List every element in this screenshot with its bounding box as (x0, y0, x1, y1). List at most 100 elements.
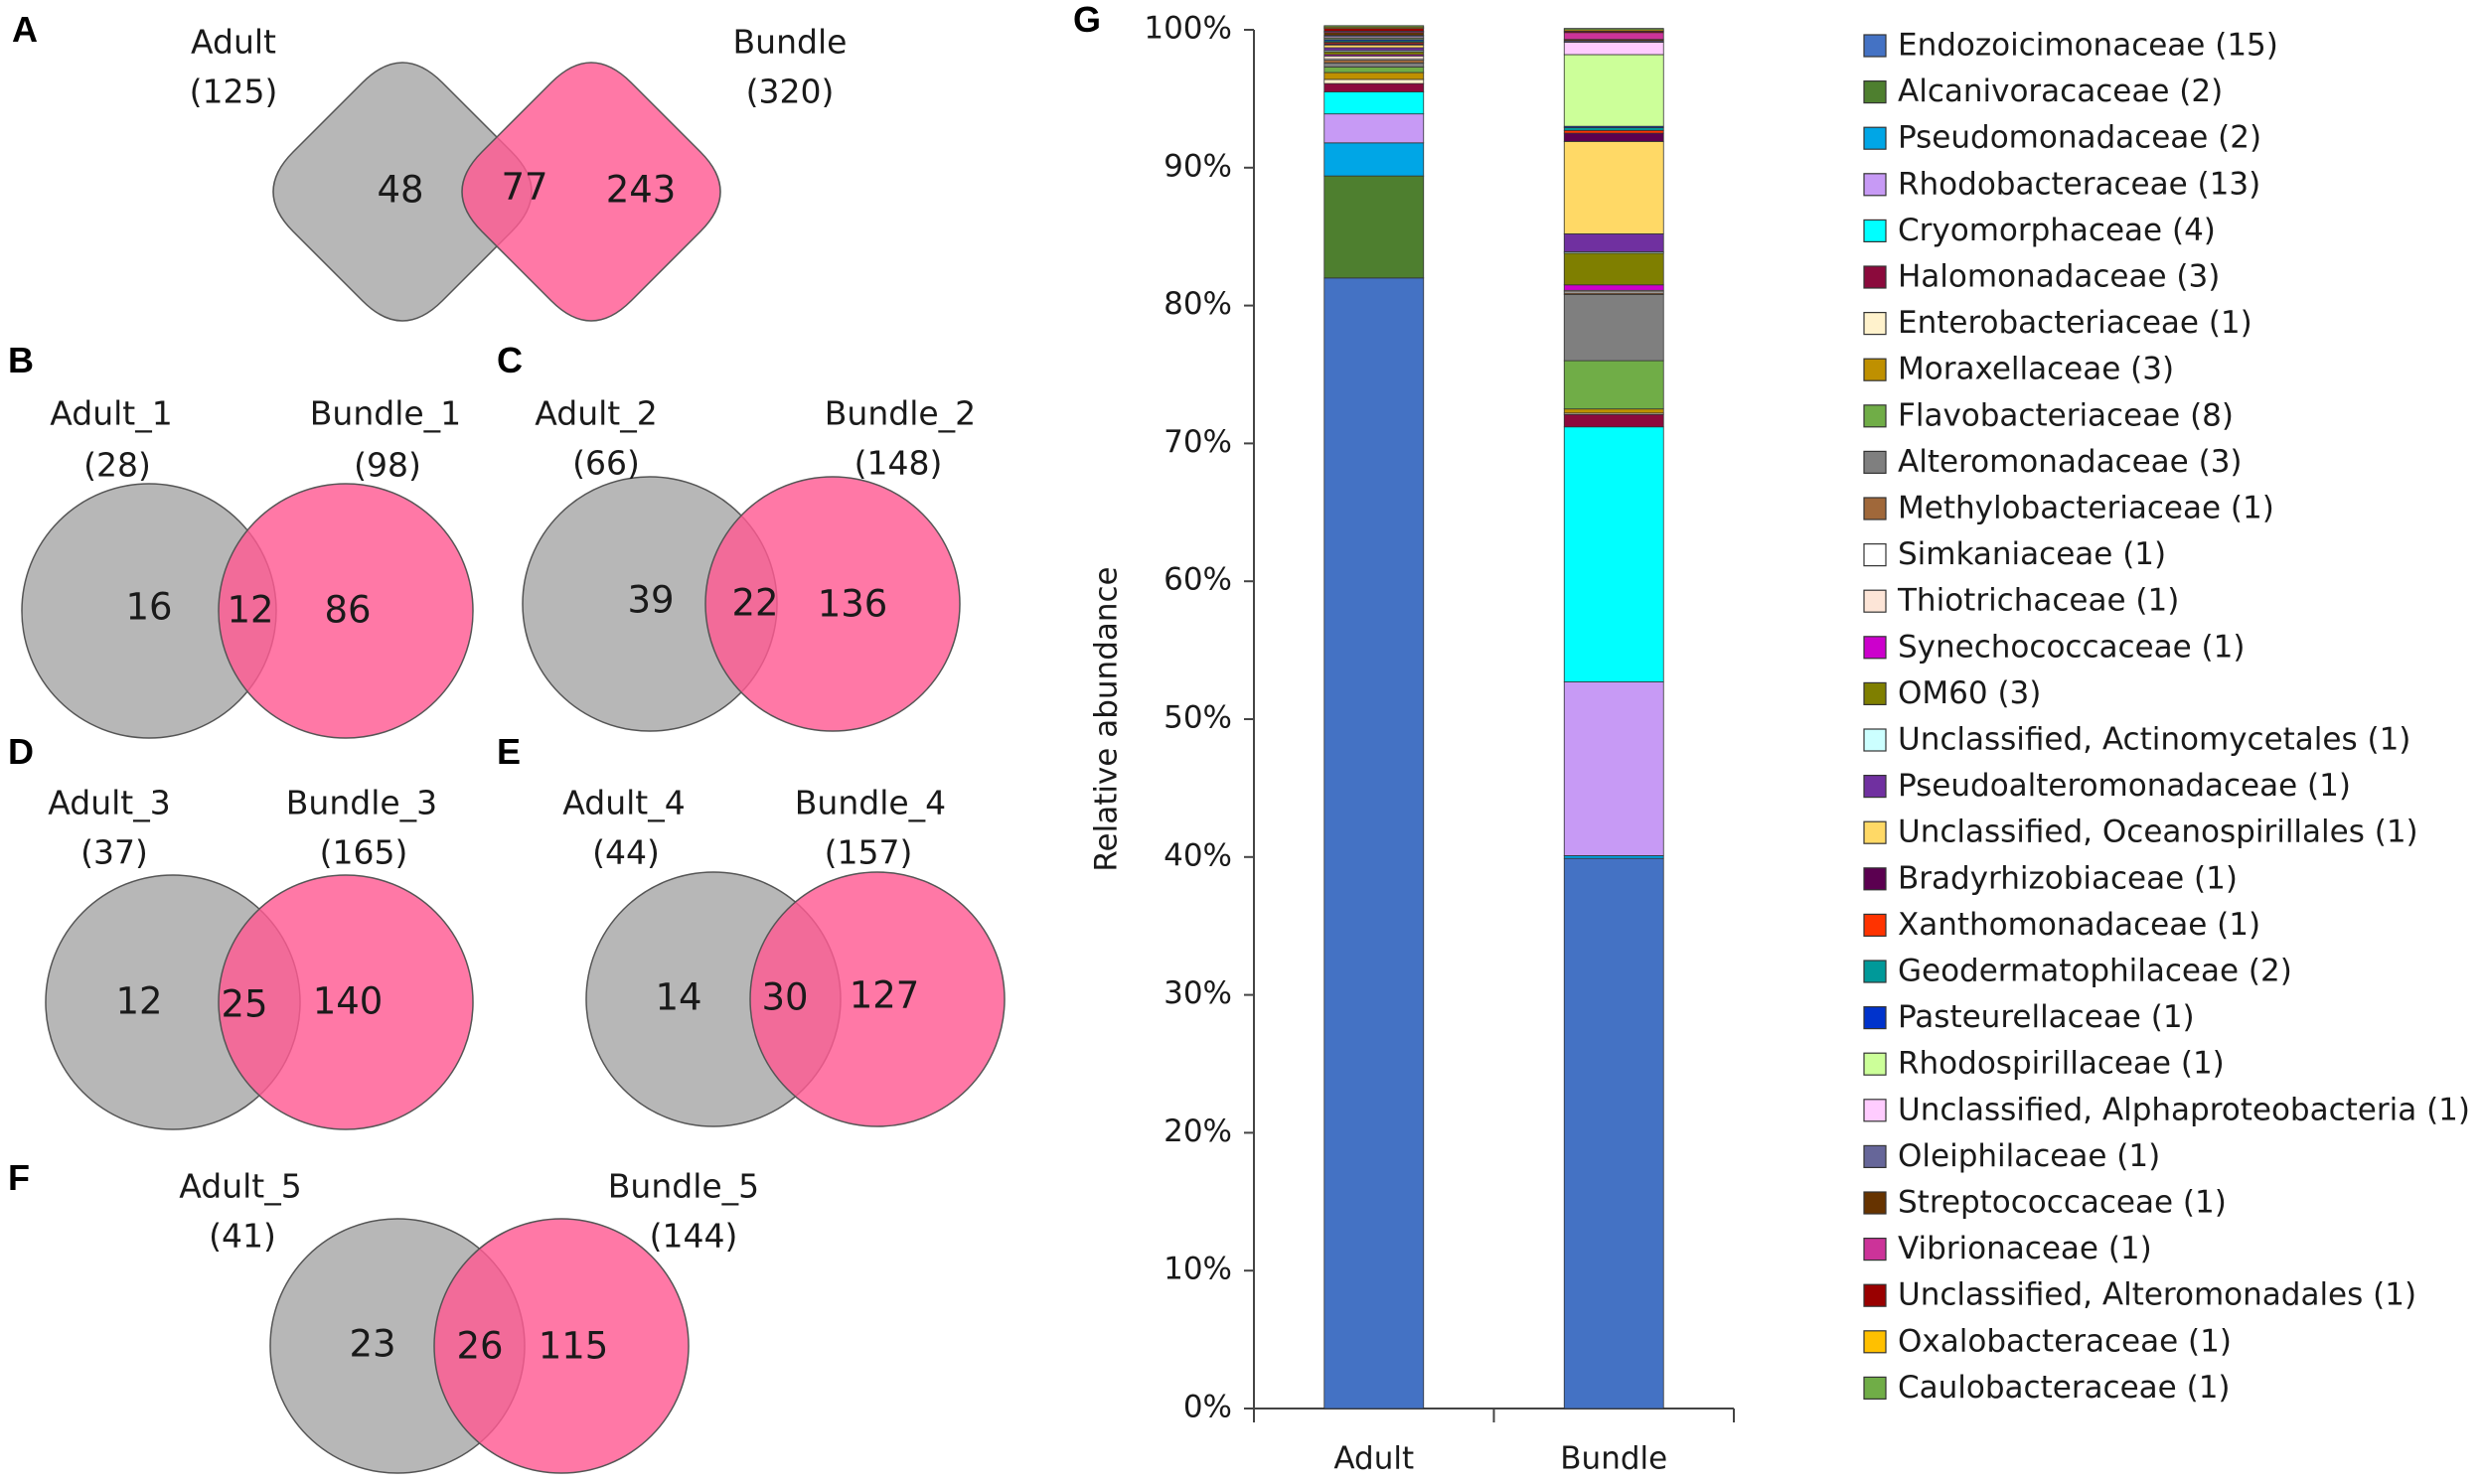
set-total-adult: (37) (80, 833, 148, 872)
bar-segment (1563, 252, 1664, 286)
legend-item: Thiotrichaceae (1) (1863, 583, 2179, 619)
count-shared: 77 (501, 166, 547, 209)
legend-swatch (1863, 542, 1887, 567)
bar-segment (1563, 42, 1664, 56)
count-shared: 30 (761, 976, 808, 1019)
stacked-bar-chart: G 0% 10% 20% 30% 40% 50% 60% 70% 80% 90% 100% Relati… (1073, 0, 1735, 1477)
y-tick-label: 30% (1164, 975, 1232, 1011)
legend-item: Synechococcaceae (1) (1863, 629, 2245, 665)
set-label-bundle: Bundle_2 (825, 394, 976, 433)
legend-swatch (1863, 219, 1887, 242)
count-adult-only: 48 (377, 169, 423, 212)
bar-segment (1563, 360, 1664, 410)
y-axis-title: Relative abundance (1089, 566, 1125, 871)
venn-panel-b: B Adult_1 (28) Bundle_1 (98) 16 12 86 (8, 340, 474, 739)
legend-swatch (1863, 913, 1887, 938)
legend-item: Vibrionaceae (1) (1863, 1231, 2152, 1266)
venn-panel-a: A Adult (125) Bundle (320) 48 77 243 (12, 9, 847, 322)
panel-letter: A (12, 9, 38, 50)
legend-swatch (1863, 79, 1887, 104)
legend-item: Unclassified, Alteromonadales (1) (1863, 1277, 2416, 1313)
bar-segment (1563, 127, 1664, 131)
legend-label: Oleiphilaceae (1) (1898, 1138, 2160, 1174)
legend-item: Unclassified, Alphaproteobacteria (1) (1863, 1092, 2470, 1127)
legend-item: Pseudoalteromonadaceae (1) (1863, 768, 2351, 804)
legend-label: Alteromonadaceae (3) (1898, 444, 2243, 480)
legend-label: Enterobacteriaceae (1) (1898, 305, 2252, 341)
legend-label: Oxalobacteraceae (1) (1898, 1323, 2232, 1359)
bar-segment (1323, 72, 1425, 80)
set-total-bundle: (144) (650, 1217, 738, 1256)
legend-swatch (1863, 126, 1887, 150)
venn-panel-f: F Adult_5 (41) Bundle_5 (144) 23 26 115 (8, 1157, 759, 1474)
bar-segment (1563, 413, 1664, 428)
legend-item: Rhodobacteraceae (13) (1863, 166, 2260, 202)
y-tick-label: 60% (1164, 562, 1232, 598)
count-bundle-only: 127 (850, 974, 920, 1017)
legend-label: Geodermatophilaceae (2) (1898, 954, 2292, 989)
set-total-adult: (44) (592, 833, 660, 872)
legend-swatch (1863, 820, 1887, 844)
legend-swatch (1863, 728, 1887, 752)
bar-segment (1323, 47, 1425, 52)
legend-label: Pasteurellaceae (1) (1898, 999, 2195, 1035)
legend-item: Pseudomonadaceae (2) (1863, 120, 2261, 156)
set-label-bundle: Bundle_4 (795, 784, 946, 822)
legend-swatch (1863, 1376, 1887, 1401)
bar-segment (1563, 284, 1664, 291)
count-adult-only: 23 (349, 1323, 395, 1366)
count-bundle-only: 86 (324, 589, 371, 632)
legend-label: Vibrionaceae (1) (1898, 1231, 2152, 1266)
legend-swatch (1863, 1191, 1887, 1215)
bar-segment (1323, 32, 1425, 36)
legend-swatch (1863, 867, 1887, 891)
legend-item: Oleiphilaceae (1) (1863, 1138, 2160, 1174)
set-label-bundle: Bundle_3 (286, 784, 437, 822)
legend-item: Xanthomonadaceae (1) (1863, 907, 2260, 943)
bar-segment (1323, 82, 1425, 92)
bar-segment (1563, 855, 1664, 859)
count-bundle-only: 136 (818, 583, 888, 626)
legend-label: Unclassified, Alteromonadales (1) (1898, 1277, 2416, 1313)
count-shared: 12 (227, 589, 273, 632)
venn-circle-bundle (218, 483, 474, 739)
legend-swatch (1863, 450, 1887, 474)
legend-item: Flavobacteriaceae (8) (1863, 397, 2234, 433)
legend-item: Methylobacteriaceae (1) (1863, 491, 2274, 526)
venn-panels: A Adult (125) Bundle (320) 48 77 243 B Adult_1 (28… (8, 9, 1006, 1474)
count-adult-only: 39 (627, 579, 674, 622)
set-total-bundle: (148) (854, 444, 943, 483)
legend-label: Halomonadaceae (3) (1898, 259, 2220, 295)
legend-swatch (1863, 589, 1887, 613)
set-total-adult: (66) (572, 444, 640, 483)
y-tick-label: 50% (1164, 700, 1232, 736)
bar-segment (1563, 132, 1664, 142)
bar-segment (1323, 51, 1425, 56)
bar-segment (1563, 426, 1664, 682)
legend-swatch (1863, 358, 1887, 381)
bar-segment (1563, 129, 1664, 134)
panel-letter: D (8, 731, 34, 772)
y-tick-label: 80% (1164, 286, 1232, 322)
set-total-bundle: (320) (746, 73, 835, 111)
bar-segment (1563, 408, 1664, 414)
set-label-adult: Adult_3 (48, 784, 170, 822)
venn-circle-bundle (704, 476, 961, 732)
legend-item: Alcanivoracaceae (2) (1863, 74, 2223, 109)
set-label-adult: Adult_1 (50, 394, 172, 433)
legend-label: Flavobacteriaceae (8) (1898, 397, 2234, 433)
bar-segment (1563, 141, 1664, 234)
bar-segment (1323, 55, 1425, 60)
legend-label: Bradyrhizobiaceae (1) (1898, 860, 2238, 896)
legend-swatch (1863, 265, 1887, 289)
bar-segment (1323, 91, 1425, 115)
panel-letter: C (497, 340, 523, 380)
set-label-bundle: Bundle_5 (608, 1167, 759, 1206)
count-shared: 22 (731, 582, 778, 625)
set-label-bundle: Bundle_1 (310, 394, 461, 433)
legend-label: Pseudoalteromonadaceae (1) (1898, 768, 2351, 804)
venn-panel-e: E Adult_4 (44) Bundle_4 (157) 14 30 127 (497, 731, 1006, 1127)
legend-swatch (1863, 1005, 1887, 1030)
legend-label: Endozoicimonaceae (15) (1898, 28, 2278, 64)
